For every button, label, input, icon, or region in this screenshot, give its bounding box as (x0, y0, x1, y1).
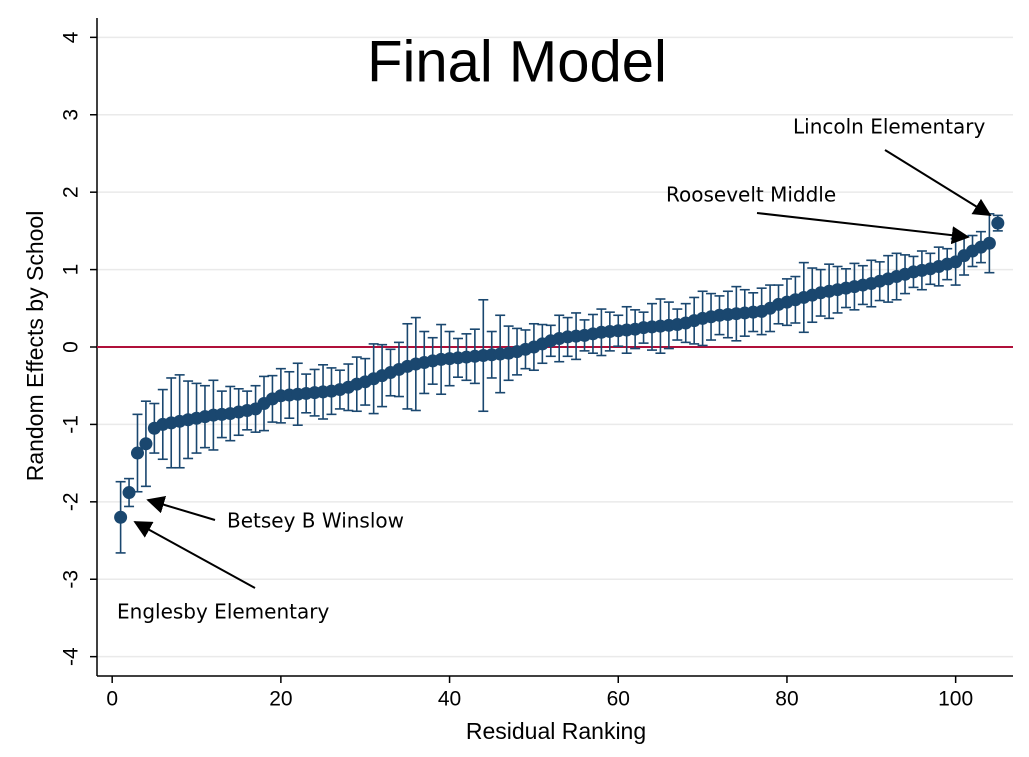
y-tick-label: -3 (60, 570, 83, 589)
point (139, 437, 153, 451)
x-tick-label: 100 (938, 688, 973, 711)
x-axis-title: Residual Ranking (466, 718, 646, 744)
annotation-arrow (756, 212, 970, 245)
point (114, 510, 128, 524)
y-tick-label: 0 (60, 341, 83, 353)
y-tick-label: 3 (60, 109, 83, 121)
x-tick-label: 80 (775, 688, 798, 711)
point (982, 236, 996, 250)
x-tick-label: 0 (106, 688, 118, 711)
annotation-arrow (146, 496, 216, 521)
y-tick-label: -2 (60, 492, 83, 511)
y-axis-title: Random Effects by School (22, 211, 48, 482)
annotation: Betsey B Winslow (227, 509, 404, 533)
y-tick-label: -4 (60, 647, 83, 666)
y-tick-label: 1 (60, 264, 83, 276)
point (130, 446, 144, 460)
x-tick-label: 40 (438, 688, 461, 711)
annotation-arrow (133, 521, 256, 589)
x-tick-label: 20 (269, 688, 292, 711)
chart-title: Final Model (367, 29, 667, 94)
annotation: Lincoln Elementary (793, 115, 985, 139)
annotation-arrow (884, 149, 992, 216)
point (991, 216, 1005, 230)
y-tick-label: 4 (60, 31, 83, 43)
annotation: Englesby Elementary (117, 600, 329, 624)
y-tick-label: -1 (60, 415, 83, 434)
y-tick-label: 2 (60, 186, 83, 198)
x-tick-label: 60 (607, 688, 630, 711)
annotation: Roosevelt Middle (666, 183, 836, 207)
point (122, 486, 136, 500)
